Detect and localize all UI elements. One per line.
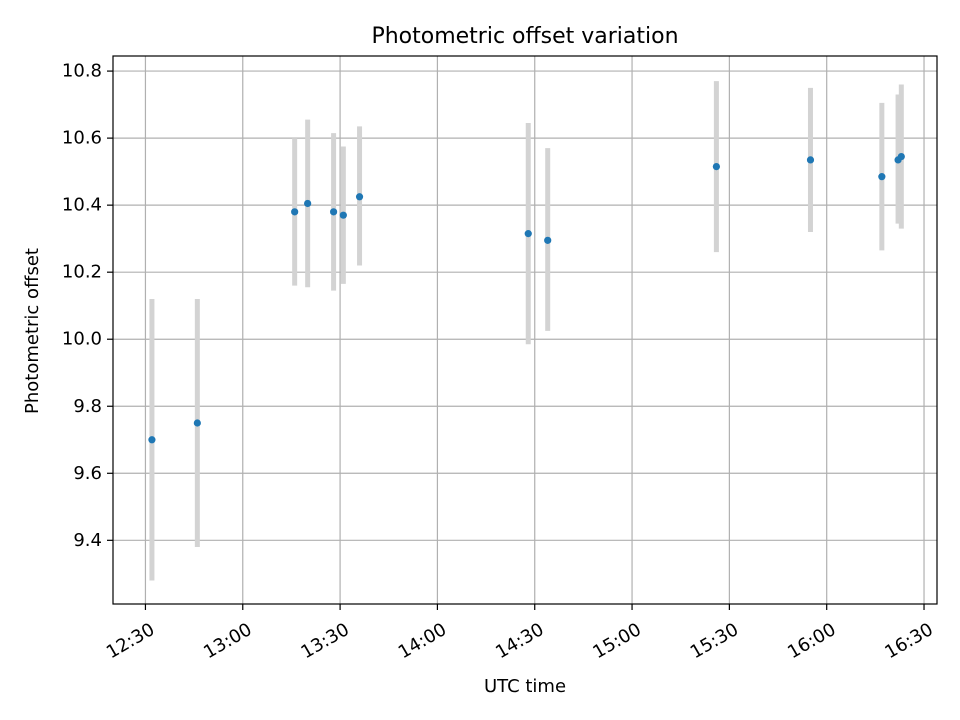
- grid: [113, 56, 937, 604]
- data-point: [806, 156, 815, 164]
- y-tick-label: 10.6: [62, 128, 102, 149]
- data-point: [712, 163, 721, 171]
- data-point: [355, 193, 364, 201]
- y-tick-label: 10.8: [62, 61, 102, 82]
- plot-frame: [112, 55, 938, 605]
- data-point: [897, 152, 905, 161]
- y-axis: 9.4 9.6 9.8 10.0 10.2 10.4 10.6 10.8: [62, 61, 113, 551]
- data-point: [339, 211, 347, 219]
- x-axis-label: UTC time: [484, 676, 566, 697]
- y-tick-label: 9.4: [73, 530, 102, 551]
- data-point: [291, 208, 299, 216]
- chart-title: Photometric offset variation: [371, 24, 678, 49]
- data-point: [878, 173, 886, 181]
- y-tick-label: 9.8: [73, 396, 102, 417]
- data-point: [193, 419, 201, 427]
- data-points: [148, 152, 905, 444]
- y-tick-label: 10.0: [62, 329, 102, 350]
- data-point: [524, 230, 532, 238]
- data-point: [304, 199, 312, 208]
- y-tick-label: 10.2: [62, 262, 102, 283]
- data-point: [148, 436, 156, 444]
- y-tick-label: 10.4: [62, 195, 102, 216]
- y-tick-label: 9.6: [73, 463, 102, 484]
- data-point: [329, 208, 338, 216]
- data-point: [544, 236, 552, 244]
- y-axis-label: Photometric offset: [22, 248, 43, 414]
